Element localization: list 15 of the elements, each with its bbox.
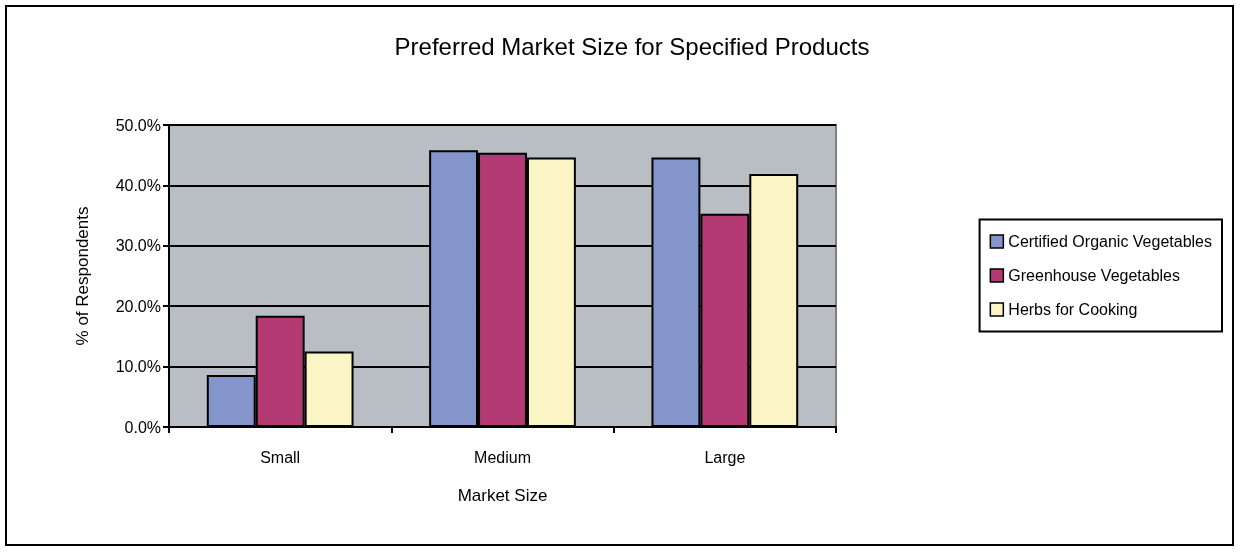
legend-label: Certified Organic Vegetables <box>1008 233 1212 250</box>
y-tick-label: 10.0% <box>115 358 161 376</box>
y-tick-label: 30.0% <box>115 237 161 255</box>
legend-label: Herbs for Cooking <box>1008 301 1138 318</box>
x-axis-title: Market Size <box>457 486 548 505</box>
y-tick-label: 0.0% <box>124 418 161 436</box>
y-tick-label: 20.0% <box>115 297 161 315</box>
legend-label: Greenhouse Vegetables <box>1008 267 1181 284</box>
x-tick-label: Large <box>704 448 746 466</box>
y-tick-label: 40.0% <box>115 176 161 194</box>
y-tick-label: 50.0% <box>115 116 161 134</box>
x-tick-label: Small <box>260 448 301 466</box>
chart-title: Preferred Market Size for Specified Products <box>394 32 870 60</box>
x-tick-label: Medium <box>474 448 531 466</box>
y-axis-title: % of Respondents <box>73 206 92 346</box>
